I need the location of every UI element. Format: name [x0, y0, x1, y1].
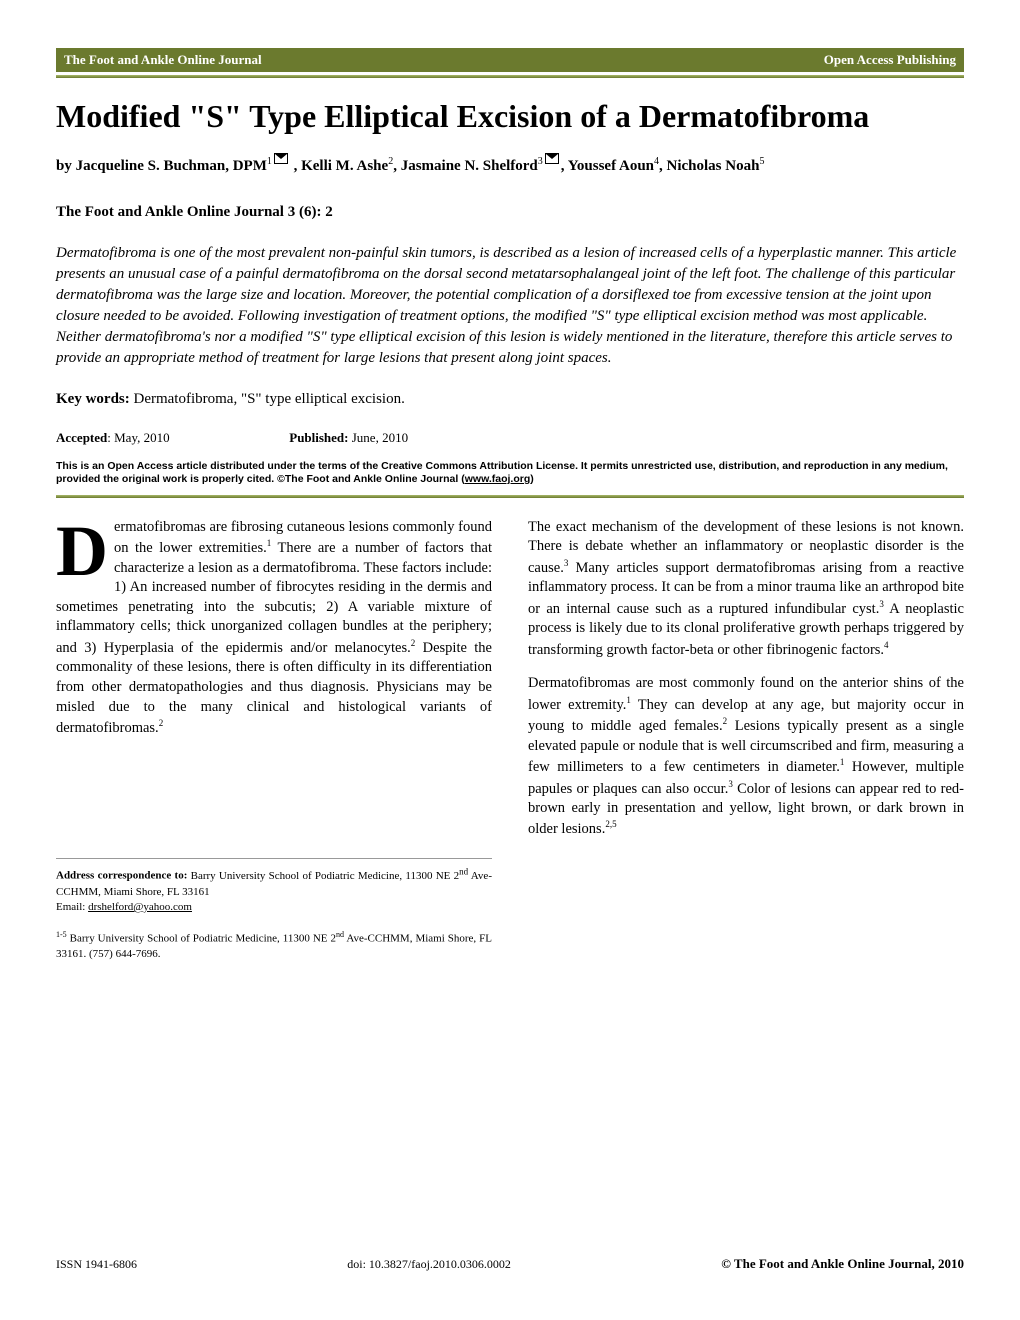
- accepted-date: : May, 2010: [107, 430, 169, 445]
- email-label: Email:: [56, 901, 88, 913]
- column-right: The exact mechanism of the development o…: [528, 518, 964, 963]
- mail-icon: [274, 153, 288, 164]
- publishing-label: Open Access Publishing: [824, 52, 956, 68]
- accepted-label: Accepted: [56, 430, 107, 445]
- body-paragraph: Dermatofibromas are fibrosing cutaneous …: [56, 518, 492, 739]
- doi-text: doi: 10.3827/faoj.2010.0306.0002: [347, 1257, 511, 1272]
- published-date: June, 2010: [349, 430, 409, 445]
- published-label: Published:: [289, 430, 348, 445]
- body-columns: Dermatofibromas are fibrosing cutaneous …: [56, 518, 964, 963]
- body-paragraph: Dermatofibromas are most commonly found …: [528, 674, 964, 840]
- dates-line: Accepted: May, 2010 Published: June, 201…: [56, 430, 964, 446]
- journal-header-bar: The Foot and Ankle Online Journal Open A…: [56, 48, 964, 72]
- license-text: This is an Open Access article distribut…: [56, 460, 964, 487]
- keywords-line: Key words: Dermatofibroma, "S" type elli…: [56, 391, 964, 408]
- journal-reference: The Foot and Ankle Online Journal 3 (6):…: [56, 204, 964, 221]
- column-left: Dermatofibromas are fibrosing cutaneous …: [56, 518, 492, 963]
- license-link[interactable]: www.faoj.org: [465, 473, 531, 485]
- mail-icon: [545, 153, 559, 164]
- journal-name: The Foot and Ankle Online Journal: [64, 52, 262, 68]
- abstract-text: Dermatofibroma is one of the most preval…: [56, 243, 964, 369]
- authors-line: by Jacqueline S. Buchman, DPM1 , Kelli M…: [56, 153, 964, 178]
- divider: [56, 75, 964, 78]
- divider: [56, 495, 964, 498]
- article-title: Modified "S" Type Elliptical Excision of…: [56, 98, 964, 135]
- keywords-text: Dermatofibroma, "S" type elliptical exci…: [130, 391, 405, 407]
- correspondence-label: Address correspondence to:: [56, 870, 187, 882]
- issn-text: ISSN 1941-6806: [56, 1257, 137, 1272]
- dropcap: D: [56, 518, 114, 580]
- affiliation-text: 1-5 Barry University School of Podiatric…: [56, 929, 492, 962]
- keywords-label: Key words:: [56, 391, 130, 407]
- correspondence-email[interactable]: drshelford@yahoo.com: [88, 901, 192, 913]
- page-footer: ISSN 1941-6806 doi: 10.3827/faoj.2010.03…: [56, 1256, 964, 1272]
- body-paragraph: The exact mechanism of the development o…: [528, 518, 964, 660]
- correspondence-block: Address correspondence to: Barry Univers…: [56, 858, 492, 962]
- copyright-text: © The Foot and Ankle Online Journal, 201…: [721, 1256, 964, 1272]
